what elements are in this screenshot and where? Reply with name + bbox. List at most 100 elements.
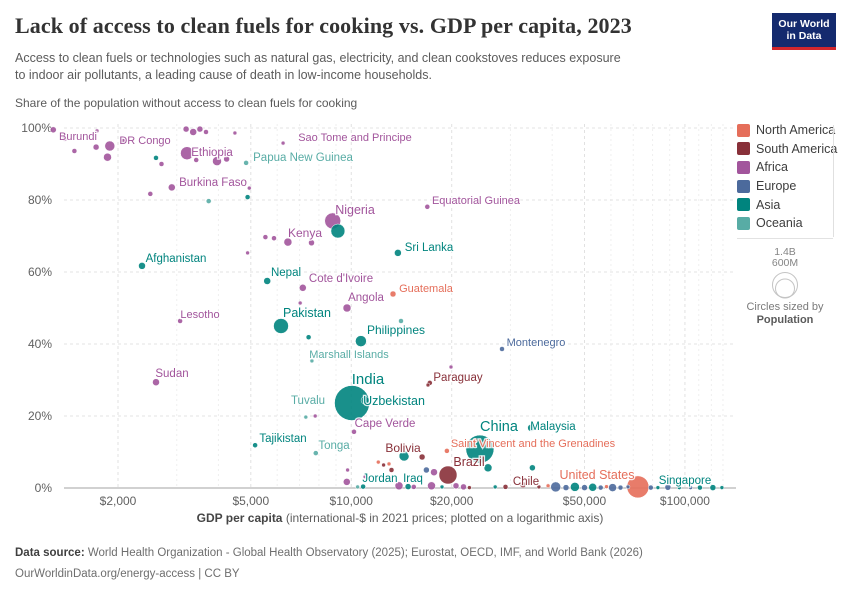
data-point-kenya[interactable]	[283, 237, 293, 247]
owid-logo[interactable]: Our World in Data	[772, 13, 836, 50]
data-point-sudan[interactable]	[152, 378, 160, 386]
data-point-afghanistan[interactable]	[138, 262, 146, 270]
data-point-cape-verde[interactable]	[351, 429, 357, 435]
data-point[interactable]	[444, 448, 450, 454]
data-point-tuvalu[interactable]	[303, 414, 309, 420]
data-point-equatorial-guinea[interactable]	[424, 204, 431, 210]
data-point[interactable]	[545, 483, 551, 489]
data-point[interactable]	[305, 334, 312, 340]
data-point[interactable]	[312, 413, 318, 419]
data-point[interactable]	[483, 463, 493, 473]
data-point-tajikistan[interactable]	[252, 442, 258, 448]
data-point[interactable]	[381, 462, 386, 468]
data-point[interactable]	[529, 464, 536, 472]
data-point-jordan[interactable]	[360, 483, 366, 490]
data-point[interactable]	[308, 239, 315, 247]
data-point-singapore[interactable]	[709, 484, 717, 491]
data-point[interactable]	[425, 382, 431, 388]
data-point[interactable]	[262, 234, 269, 240]
data-point-sao-tome-and-principe[interactable]	[280, 140, 286, 146]
data-point[interactable]	[244, 194, 251, 200]
legend-item-north-america[interactable]: North America	[737, 121, 837, 140]
data-point-papua-new-guinea[interactable]	[243, 160, 249, 166]
data-point[interactable]	[398, 450, 410, 462]
data-point[interactable]	[677, 485, 682, 490]
data-point[interactable]	[588, 483, 597, 492]
data-point-lesotho[interactable]	[177, 318, 183, 324]
legend-item-africa[interactable]: Africa	[737, 158, 837, 177]
data-point[interactable]	[212, 156, 222, 166]
data-point[interactable]	[597, 484, 604, 491]
legend-item-asia[interactable]: Asia	[737, 195, 837, 214]
data-point[interactable]	[688, 485, 693, 490]
data-point[interactable]	[570, 482, 580, 492]
data-point-pakistan[interactable]	[273, 318, 289, 334]
data-point-tonga[interactable]	[313, 450, 319, 456]
legend-item-europe[interactable]: Europe	[737, 177, 837, 196]
data-point[interactable]	[120, 138, 126, 144]
data-point[interactable]	[536, 484, 542, 490]
data-point[interactable]	[271, 235, 277, 241]
data-point[interactable]	[92, 143, 100, 151]
data-point[interactable]	[625, 484, 631, 490]
data-point[interactable]	[153, 155, 159, 161]
data-point[interactable]	[103, 152, 112, 162]
data-point-angola[interactable]	[342, 303, 352, 313]
data-point-montenegro[interactable]	[499, 346, 505, 352]
data-point-dr-congo[interactable]	[104, 140, 116, 152]
data-point-philippines[interactable]	[355, 335, 367, 347]
data-point[interactable]	[205, 198, 212, 204]
data-point-chile[interactable]	[519, 481, 527, 489]
data-point[interactable]	[439, 484, 445, 490]
data-point[interactable]	[664, 484, 672, 491]
data-point[interactable]	[719, 485, 725, 490]
data-point[interactable]	[245, 250, 250, 256]
data-point-burundi[interactable]	[50, 126, 57, 134]
data-point[interactable]	[330, 223, 346, 239]
data-point[interactable]	[232, 130, 238, 136]
data-point-ethiopia[interactable]	[180, 146, 194, 160]
data-point[interactable]	[411, 484, 417, 490]
data-point-uzbekistan[interactable]	[360, 395, 370, 405]
data-point[interactable]	[550, 481, 561, 493]
data-point[interactable]	[376, 459, 381, 465]
data-point[interactable]	[697, 484, 703, 491]
data-point[interactable]	[448, 364, 454, 370]
data-point[interactable]	[492, 484, 498, 490]
legend-item-south-america[interactable]: South America	[737, 140, 837, 159]
data-point[interactable]	[581, 484, 588, 491]
data-point[interactable]	[617, 484, 624, 491]
data-point[interactable]	[362, 474, 368, 480]
data-point[interactable]	[604, 484, 609, 489]
data-point[interactable]	[247, 185, 252, 191]
data-point[interactable]	[467, 485, 472, 490]
data-point[interactable]	[423, 466, 430, 474]
data-point[interactable]	[398, 318, 404, 324]
data-point-cote-d-ivoire[interactable]	[299, 284, 307, 292]
data-point[interactable]	[189, 128, 197, 136]
data-point[interactable]	[223, 155, 230, 163]
data-point[interactable]	[460, 483, 467, 491]
data-point[interactable]	[345, 467, 350, 473]
data-point[interactable]	[343, 478, 351, 486]
legend-scrollbar[interactable]	[833, 125, 834, 237]
data-point[interactable]	[158, 161, 165, 167]
data-point-guatemala[interactable]	[389, 290, 397, 298]
data-point[interactable]	[452, 482, 460, 490]
data-point-sri-lanka[interactable]	[394, 249, 402, 257]
data-point-saint-vincent-and-the-grenadines[interactable]	[472, 438, 478, 444]
license-line[interactable]: OurWorldinData.org/energy-access | CC BY	[15, 568, 240, 580]
data-point[interactable]	[297, 300, 303, 306]
data-point[interactable]	[147, 191, 154, 197]
legend-item-oceania[interactable]: Oceania	[737, 214, 837, 233]
data-point-marshall-islands[interactable]	[309, 358, 315, 364]
data-point[interactable]	[430, 468, 438, 476]
data-point[interactable]	[502, 484, 509, 490]
data-point[interactable]	[655, 485, 661, 490]
data-point-nepal[interactable]	[263, 277, 271, 285]
data-point-malaysia[interactable]	[527, 424, 535, 432]
data-point[interactable]	[182, 125, 190, 133]
data-point[interactable]	[648, 484, 654, 491]
data-point[interactable]	[355, 484, 360, 490]
data-point-brazil[interactable]	[438, 465, 458, 485]
